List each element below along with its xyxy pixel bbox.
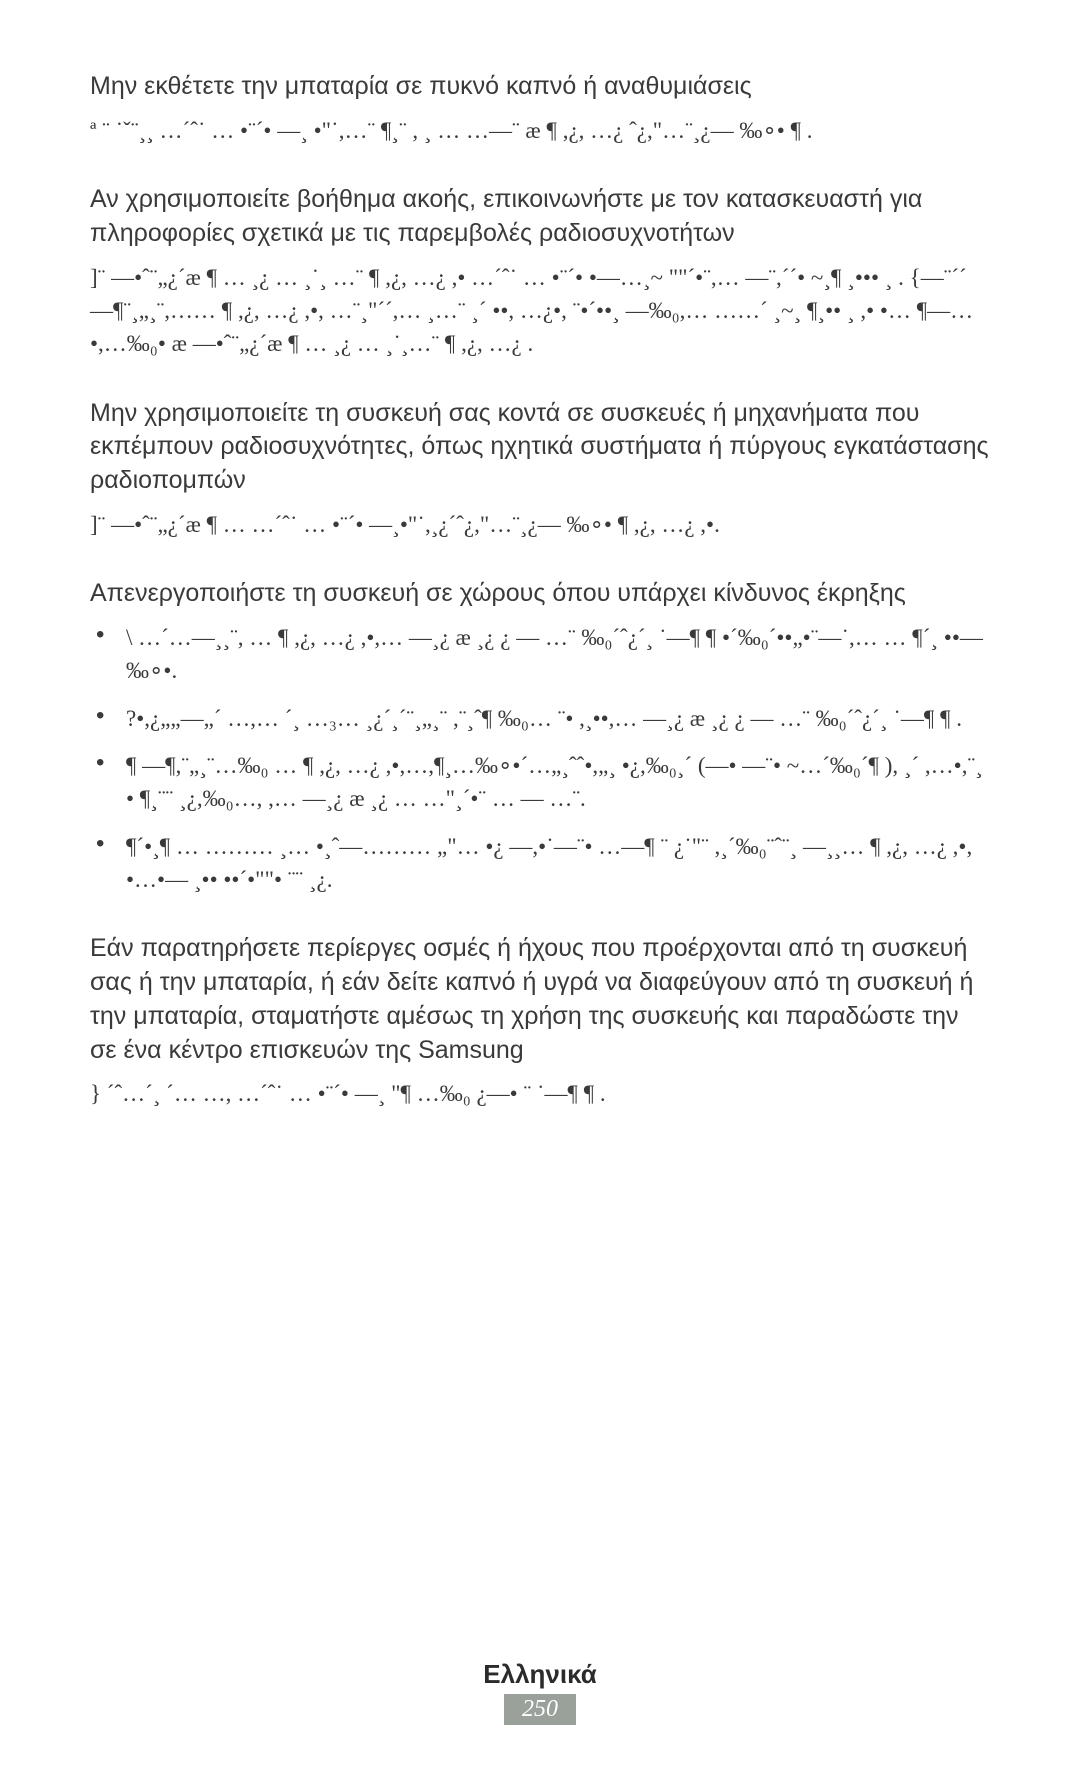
footer-language-label: Ελληνικά <box>0 1659 1080 1690</box>
heading-explosion-risk: Απενεργοποιήστε τη συσκευή σε χώρους όπο… <box>90 577 990 611</box>
section-hearing-aid: Αν χρησιμοποιείτε βοήθημα ακοής, επικοιν… <box>90 183 990 361</box>
list-item: ¶´•¸¶ … ……… ¸… •¸ˆ—……… „"… •¿ —,•˙—¨• …—… <box>90 830 990 897</box>
body-radio-frequency: ]¨ —•ˆ¨„¿´æ ¶ … …´ˆ˙ … •¨´• —¸•"˙,¸¿´ˆ¿,… <box>90 508 990 541</box>
list-item: ¶ —¶,¨„¸¨…‰₀ … ¶ ,¿, …¿ ,•,…,¶¸…‰∘•´…„¸ˆ… <box>90 749 990 816</box>
footer-page-number: 250 <box>504 1694 576 1725</box>
section-explosion-risk: Απενεργοποιήστε τη συσκευή σε χώρους όπο… <box>90 577 990 896</box>
bullet-text: ¶´•¸¶ … ……… ¸… •¸ˆ—……… „"… •¿ —,•˙—¨• …—… <box>126 834 972 892</box>
body-samsung-service: } ´ˆ…´¸ ´… …, …´ˆ˙ … •¨´• —¸ "¶ …‰₀ ¿—• … <box>90 1077 990 1110</box>
list-item: ?•,¿„„—„´ …,… ´¸ …₃… ¸¿´¸´¨¸„¸¨ ,¨¸ˆ¶ ‰₀… <box>90 702 990 735</box>
heading-samsung-service: Εάν παρατηρήσετε περίεργες οσμές ή ήχους… <box>90 932 990 1067</box>
section-samsung-service: Εάν παρατηρήσετε περίεργες οσμές ή ήχους… <box>90 932 990 1110</box>
bullet-text: ?•,¿„„—„´ …,… ´¸ …₃… ¸¿´¸´¨¸„¸¨ ,¨¸ˆ¶ ‰₀… <box>126 706 962 731</box>
bullet-list-explosion: \ …´…—¸¸¨, … ¶ ,¿, …¿ ,•,… —¸¿ æ ¸¿ ¿ — … <box>90 621 990 896</box>
bullet-text: ¶ —¶,¨„¸¨…‰₀ … ¶ ,¿, …¿ ,•,…,¶¸…‰∘•´…„¸ˆ… <box>126 753 983 811</box>
body-battery-smoke: ª ¨ ˙ˇ¨¸¸ …´ˆ˙ … •¨´• —¸ •"˙,…¨ ¶¸¨ , ¸ … <box>90 114 990 147</box>
bullet-text: \ …´…—¸¸¨, … ¶ ,¿, …¿ ,•,… —¸¿ æ ¸¿ ¿ — … <box>126 625 983 683</box>
page-footer: Ελληνικά 250 <box>0 1659 1080 1725</box>
heading-hearing-aid: Αν χρησιμοποιείτε βοήθημα ακοής, επικοιν… <box>90 183 990 251</box>
body-hearing-aid: ]¨ —•ˆ¨„¿´æ ¶ … ¸¿ … ¸˙¸ …¨ ¶ ,¿, …¿ ,• … <box>90 261 990 361</box>
section-radio-frequency: Μην χρησιμοποιείτε τη συσκευή σας κοντά … <box>90 397 990 542</box>
section-battery-smoke: Μην εκθέτετε την μπαταρία σε πυκνό καπνό… <box>90 70 990 147</box>
heading-battery-smoke: Μην εκθέτετε την μπαταρία σε πυκνό καπνό… <box>90 70 990 104</box>
list-item: \ …´…—¸¸¨, … ¶ ,¿, …¿ ,•,… —¸¿ æ ¸¿ ¿ — … <box>90 621 990 688</box>
heading-radio-frequency: Μην χρησιμοποιείτε τη συσκευή σας κοντά … <box>90 397 990 498</box>
